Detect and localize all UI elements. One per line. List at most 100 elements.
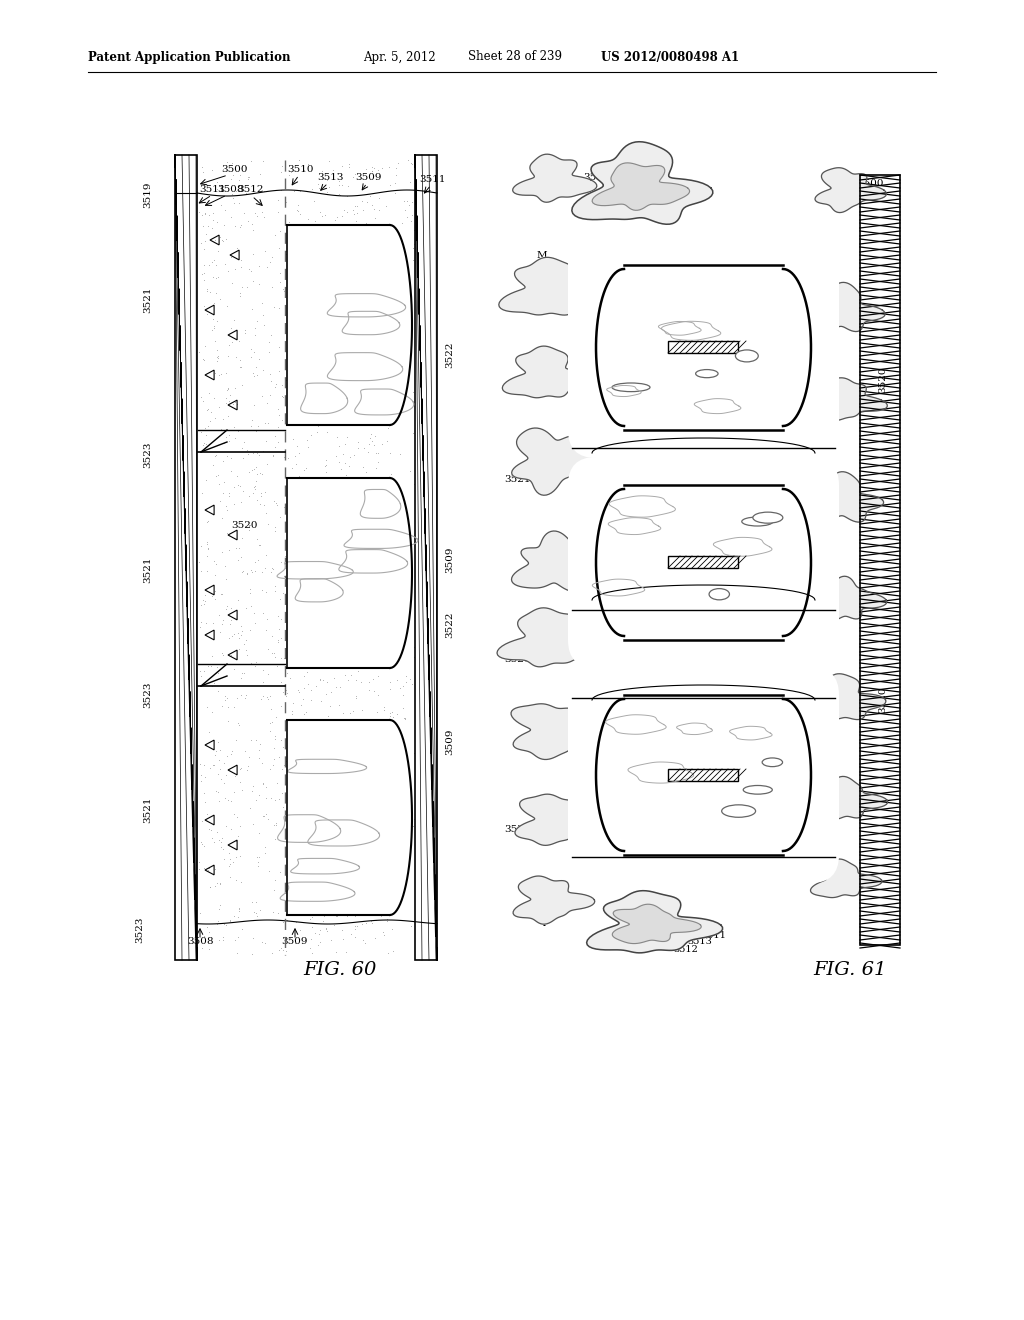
Point xyxy=(292,298,308,319)
Point xyxy=(421,653,437,675)
Point xyxy=(365,669,381,690)
Point xyxy=(226,193,243,214)
Point xyxy=(391,804,408,825)
Point xyxy=(228,393,245,414)
Point xyxy=(249,528,265,549)
Point xyxy=(351,312,368,333)
Point xyxy=(415,680,431,701)
Point xyxy=(416,321,432,342)
Point xyxy=(389,804,406,825)
Point xyxy=(214,828,230,849)
Point xyxy=(364,161,380,182)
Point xyxy=(333,288,349,309)
Point xyxy=(318,682,335,704)
Point xyxy=(283,866,299,887)
Point xyxy=(280,272,296,293)
Point xyxy=(398,672,415,693)
Point xyxy=(401,172,418,193)
Point xyxy=(385,871,401,892)
Point xyxy=(396,781,413,803)
Point xyxy=(215,838,231,859)
Point xyxy=(216,685,232,706)
Point xyxy=(245,442,261,463)
Point xyxy=(369,776,385,797)
Point xyxy=(247,475,263,496)
Point xyxy=(359,550,376,572)
Point xyxy=(335,541,351,562)
Point xyxy=(357,731,374,752)
Point xyxy=(296,677,312,698)
Point xyxy=(258,581,274,602)
Point xyxy=(370,574,386,595)
Point xyxy=(233,684,250,705)
Point xyxy=(343,329,359,350)
Point xyxy=(344,701,360,722)
Point xyxy=(243,578,259,599)
Point xyxy=(384,708,400,729)
Point xyxy=(303,816,319,837)
Point xyxy=(267,520,284,541)
Point xyxy=(265,558,282,579)
Point xyxy=(271,788,288,809)
Point xyxy=(233,919,250,940)
Point xyxy=(306,605,323,626)
Point xyxy=(421,632,437,653)
Point xyxy=(247,552,263,573)
Point xyxy=(383,830,399,851)
Point xyxy=(388,727,404,748)
Point xyxy=(221,334,238,355)
Point xyxy=(244,561,260,582)
Point xyxy=(255,305,271,326)
Point xyxy=(307,605,324,626)
Point xyxy=(199,399,215,420)
Point xyxy=(296,665,312,686)
Point xyxy=(249,906,265,927)
Point xyxy=(352,859,369,880)
Point xyxy=(218,296,234,317)
Point xyxy=(299,429,315,450)
Point xyxy=(232,871,249,892)
Point xyxy=(208,178,224,199)
Point xyxy=(307,923,324,944)
Point xyxy=(268,492,285,513)
Point xyxy=(326,667,342,688)
Point xyxy=(231,193,248,214)
Point xyxy=(408,582,424,603)
Point xyxy=(340,710,356,731)
Point xyxy=(278,240,294,261)
Point xyxy=(256,836,272,857)
Point xyxy=(339,289,355,310)
Point xyxy=(427,895,443,916)
Point xyxy=(390,541,407,562)
Text: FIG. 60: FIG. 60 xyxy=(303,961,377,979)
Point xyxy=(239,440,255,461)
Point xyxy=(379,430,395,451)
Point xyxy=(231,537,248,558)
Point xyxy=(313,523,330,544)
Point xyxy=(213,837,229,858)
Point xyxy=(410,513,426,535)
Point xyxy=(307,504,324,525)
Point xyxy=(201,434,217,455)
Point xyxy=(346,558,362,579)
Point xyxy=(272,729,289,750)
Point xyxy=(228,238,245,259)
Point xyxy=(380,261,396,282)
Point xyxy=(264,755,281,776)
Point xyxy=(197,417,213,438)
Text: 3511: 3511 xyxy=(199,186,225,194)
Point xyxy=(337,359,353,380)
Point xyxy=(300,437,316,458)
Point xyxy=(245,928,261,949)
Point xyxy=(276,545,293,566)
Point xyxy=(384,284,400,305)
Point xyxy=(394,635,411,656)
Point xyxy=(369,810,385,832)
Point xyxy=(223,331,240,352)
Point xyxy=(350,843,367,865)
Text: 3522: 3522 xyxy=(445,611,454,639)
Point xyxy=(220,424,237,445)
Point xyxy=(304,273,321,294)
Point xyxy=(425,659,441,680)
Point xyxy=(343,341,359,362)
